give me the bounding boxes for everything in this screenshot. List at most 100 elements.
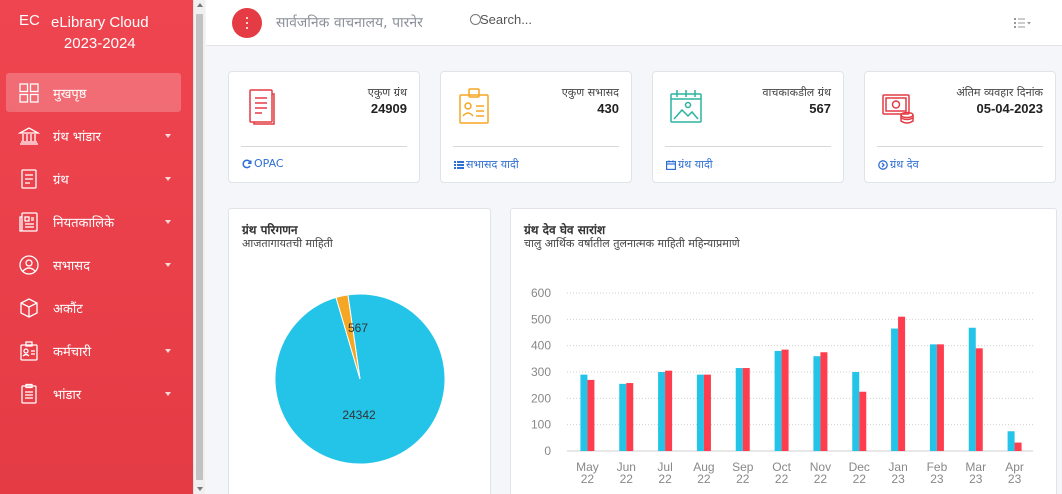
x-tick-label: Mar [965,460,986,474]
x-tick-label: 23 [930,472,944,486]
bar[interactable] [1007,431,1015,451]
chevron-down-icon [165,176,171,181]
clipboard-icon [21,383,37,404]
sidebar-item-members[interactable]: सभासद [0,243,193,286]
bar[interactable] [665,370,673,451]
bar[interactable] [859,391,867,451]
divider [877,146,1043,147]
scroll-up-arrow-icon[interactable] [197,3,203,7]
card-value: 24909 [370,101,407,116]
sidebar-nav: मुखपृष्ठ ग्रंथ भांडार ग्रंथ नियतकालिके [0,73,193,415]
chevron-down-icon [165,133,171,138]
y-tick-label: 400 [531,339,551,353]
chevron-down-icon [165,391,171,396]
list-options-icon[interactable] [1014,17,1032,29]
sidebar-item-store[interactable]: भांडार [0,372,193,415]
x-tick-label: Jul [657,460,672,474]
y-tick-label: 0 [544,444,551,458]
book-count-panel: ग्रंथ परिगणन आजतागायतची माहिती 24342 567 [228,208,491,494]
sidebar-item-label: अकौंट [53,301,83,317]
x-tick-label: Jan [888,460,907,474]
y-tick-label: 500 [531,312,551,326]
sidebar-item-label: ग्रंथ भांडार [53,129,101,145]
card-link-label: ग्रंथ यादी [678,158,713,171]
divider [665,146,831,147]
x-tick-label: Nov [810,460,831,474]
bar[interactable] [781,349,789,451]
sidebar-item-employees[interactable]: कर्मचारी [0,329,193,372]
card-value: 05-04-2023 [976,101,1044,116]
sidebar-item-account[interactable]: अकौंट [0,286,193,329]
y-tick-label: 200 [531,391,551,405]
kebab-dot-icon [246,22,248,24]
bar[interactable] [587,379,595,451]
bar[interactable] [1014,442,1022,451]
sidebar-item-periodicals[interactable]: नियतकालिके [0,200,193,243]
member-list-link[interactable]: सभासद यादी [454,157,519,172]
sidebar-scrollbar[interactable] [193,0,205,494]
chevron-down-icon [165,348,171,353]
bar[interactable] [929,344,937,451]
sidebar-item-books[interactable]: ग्रंथ [0,157,193,200]
x-tick-label: 22 [853,472,867,486]
library-building-icon [18,126,40,145]
bar[interactable] [813,356,821,451]
x-tick-label: Jun [617,460,636,474]
list-icon [454,160,464,169]
bar[interactable] [852,372,860,451]
book-list-link[interactable]: ग्रंथ यादी [666,157,713,172]
card-value: 430 [597,101,619,116]
opac-link[interactable]: OPAC [242,157,284,170]
brand[interactable]: EC eLibrary Cloud 2023-2024 [0,0,193,64]
x-tick-label: 22 [697,472,711,486]
bar[interactable] [703,374,711,451]
stat-card-issued-books: वाचकाकडील ग्रंथ 567 ग्रंथ यादी [652,71,844,183]
scroll-down-arrow-icon[interactable] [197,487,203,491]
search-input[interactable] [480,12,640,27]
x-tick-label: 22 [736,472,750,486]
bar[interactable] [975,348,983,451]
bar[interactable] [936,344,944,451]
pie-slice[interactable] [335,294,361,380]
x-tick-label: 22 [658,472,672,486]
sidebar-item-dashboard[interactable]: मुखपृष्ठ [6,73,181,112]
brand-name-line1: eLibrary Cloud [51,14,149,31]
bar[interactable] [735,368,743,451]
sidebar-item-library[interactable]: ग्रंथ भांडार [0,114,193,157]
x-tick-label: 23 [891,472,905,486]
periodical-icon [19,211,38,232]
panel-title: ग्रंथ परिगणन [242,223,298,237]
bar[interactable] [658,372,666,451]
transaction-summary-panel: ग्रंथ देव घेव सारांश चालु आर्थिक वर्षाती… [510,208,1057,494]
bar[interactable] [820,352,828,451]
brand-abbr: EC [19,12,40,29]
pie-chart: 24342 567 [274,293,446,465]
scrollbar-thumb[interactable] [196,14,203,480]
sidebar-toggle-button[interactable] [232,8,262,38]
book-issue-link[interactable]: ग्रंथ देव [878,157,919,172]
x-tick-label: Aug [693,460,714,474]
bar[interactable] [898,316,906,451]
brand-year: 2023-2024 [63,35,136,52]
bar[interactable] [696,374,704,451]
bar[interactable] [774,350,782,451]
bar[interactable] [619,383,627,451]
card-value: 567 [809,101,831,116]
sidebar: EC eLibrary Cloud 2023-2024 मुखपृष्ठ ग्र… [0,0,193,494]
chevron-down-icon [165,262,171,267]
member-id-icon [459,88,489,124]
y-tick-label: 600 [531,286,551,300]
brand-name: eLibrary Cloud 2023-2024 [51,12,149,64]
calendar-icon [666,159,676,170]
x-tick-label: Apr [1005,460,1024,474]
bar[interactable] [580,374,588,451]
x-tick-label: Sep [732,460,754,474]
bar[interactable] [891,328,899,451]
card-title: अंतिम व्यवहार दिनांक [956,86,1043,99]
circle-arrow-icon [878,159,888,170]
bar[interactable] [742,368,750,451]
card-link-label: OPAC [254,157,284,170]
x-tick-label: May [576,460,599,474]
bar[interactable] [968,327,976,451]
bar[interactable] [626,383,634,451]
